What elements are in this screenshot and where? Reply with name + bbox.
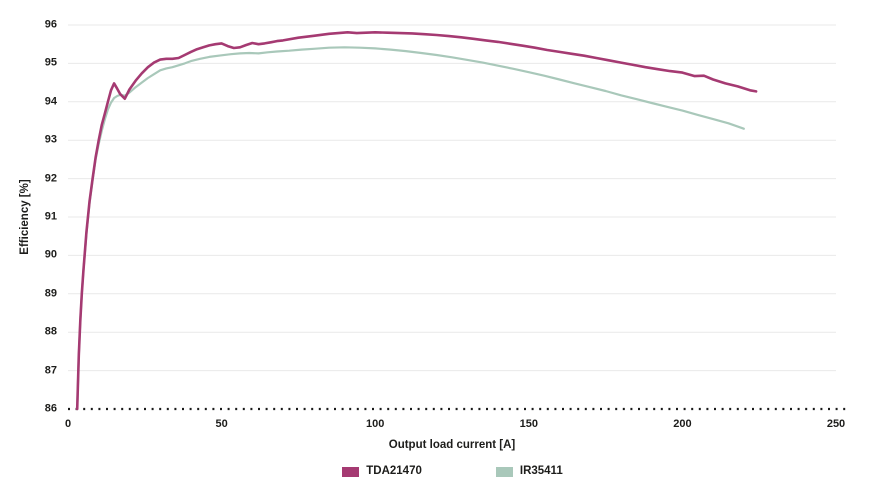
legend-label-tda21470: TDA21470 — [366, 465, 422, 477]
series-line-ir35411 — [76, 46, 745, 411]
y-tick-label-93: 93 — [44, 133, 57, 146]
x-tick-label-200: 200 — [673, 418, 692, 430]
y-tick-label-89: 89 — [44, 287, 57, 300]
x-tick-label-250: 250 — [826, 418, 846, 430]
x-tick-label-0: 0 — [64, 418, 72, 430]
legend: TDA21470 IR35411 — [0, 465, 883, 478]
y-tick-label-88: 88 — [44, 325, 57, 338]
legend-swatch-ir35411-icon — [495, 466, 513, 477]
legend-item-ir35411: IR35411 — [495, 465, 563, 478]
y-tick-label-86: 86 — [44, 402, 57, 415]
y-tick-label-96: 96 — [44, 18, 57, 31]
legend-item-tda21470: TDA21470 — [342, 465, 422, 478]
legend-label-ir35411: IR35411 — [519, 465, 563, 477]
legend-swatch-tda21470-icon — [342, 466, 360, 477]
y-tick-label-90: 90 — [44, 248, 57, 261]
series-line-tda21470 — [75, 30, 758, 411]
y-tick-label-94: 94 — [44, 95, 57, 108]
x-tick-label-150: 150 — [519, 418, 538, 430]
x-axis-title: Output load current [A] — [388, 439, 516, 451]
x-tick-label-100: 100 — [366, 418, 385, 430]
y-tick-label-95: 95 — [44, 56, 57, 69]
y-tick-label-87: 87 — [44, 364, 57, 377]
y-tick-label-91: 91 — [44, 210, 57, 223]
y-tick-label-92: 92 — [44, 172, 57, 185]
y-axis-title: Efficiency [%] — [19, 179, 31, 255]
x-tick-label-50: 50 — [215, 418, 228, 430]
